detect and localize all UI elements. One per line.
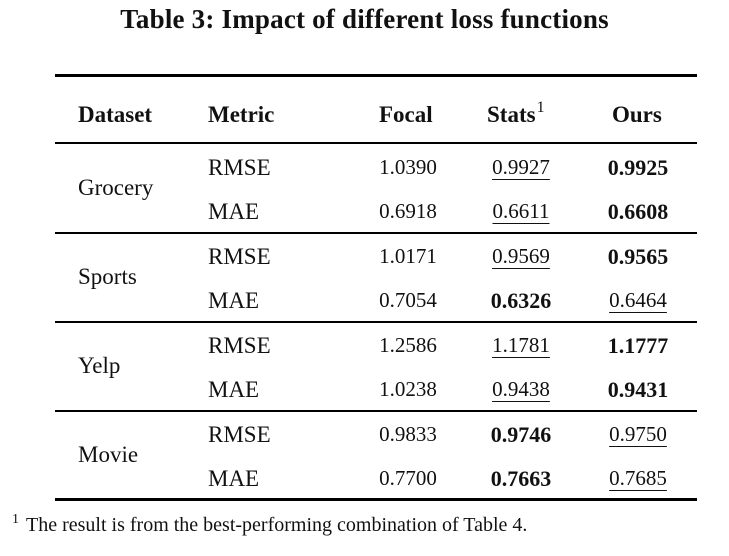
footnote: 1 The result is from the best-performing …	[12, 512, 528, 537]
header-stats: Stats1	[487, 100, 545, 127]
value-ours: 0.9925	[607, 155, 669, 180]
header-ours: Ours	[612, 102, 662, 127]
value-focal: 0.7700	[379, 466, 437, 490]
value-ours: 0.9431	[607, 377, 669, 402]
metric-label: MAE	[208, 199, 260, 224]
value-ours: 0.6464	[609, 288, 667, 312]
header-rule	[55, 142, 697, 144]
footnote-text: The result is from the best-performing c…	[26, 514, 528, 536]
metric-label: RMSE	[208, 155, 271, 180]
value-ours: 0.6608	[607, 199, 669, 224]
top-rule	[55, 74, 697, 77]
dataset-sports: Sports	[78, 264, 137, 289]
value-focal: 0.9833	[379, 422, 437, 446]
header-focal: Focal	[379, 102, 433, 127]
group-rule	[55, 232, 697, 234]
value-stats: 1.1781	[492, 333, 550, 357]
value-focal: 1.0238	[379, 377, 437, 401]
value-stats: 0.9927	[492, 155, 550, 179]
header-stats-label: Stats	[487, 102, 536, 127]
value-focal: 1.0171	[379, 244, 437, 268]
metric-label: RMSE	[208, 244, 271, 269]
value-focal: 1.2586	[379, 333, 437, 357]
value-stats: 0.9438	[492, 377, 550, 401]
metric-label: RMSE	[208, 333, 271, 358]
value-stats: 0.9746	[490, 422, 552, 447]
metric-label: MAE	[208, 288, 260, 313]
dataset-yelp: Yelp	[78, 353, 121, 378]
value-stats: 0.6326	[490, 288, 552, 313]
bottom-rule	[55, 498, 697, 501]
value-ours: 1.1777	[607, 333, 669, 358]
footnote-mark: 1	[12, 512, 19, 527]
value-focal: 0.7054	[379, 288, 437, 312]
value-stats: 0.6611	[492, 199, 550, 223]
value-focal: 0.6918	[379, 199, 437, 223]
value-ours: 0.9750	[609, 422, 667, 446]
header-dataset: Dataset	[78, 102, 153, 127]
header-stats-footnote-mark: 1	[536, 99, 545, 116]
header-metric: Metric	[208, 102, 275, 127]
value-ours: 0.7685	[609, 466, 667, 490]
metric-label: MAE	[208, 466, 260, 491]
table-title: Table 3: Impact of different loss functi…	[120, 4, 609, 34]
value-stats: 0.9569	[492, 244, 550, 268]
metric-label: MAE	[208, 377, 260, 402]
value-focal: 1.0390	[379, 155, 437, 179]
group-rule	[55, 410, 697, 412]
metric-label: RMSE	[208, 422, 271, 447]
value-stats: 0.7663	[490, 466, 552, 491]
dataset-grocery: Grocery	[78, 175, 154, 200]
group-rule	[55, 321, 697, 323]
dataset-movie: Movie	[78, 442, 139, 467]
value-ours: 0.9565	[607, 244, 669, 269]
